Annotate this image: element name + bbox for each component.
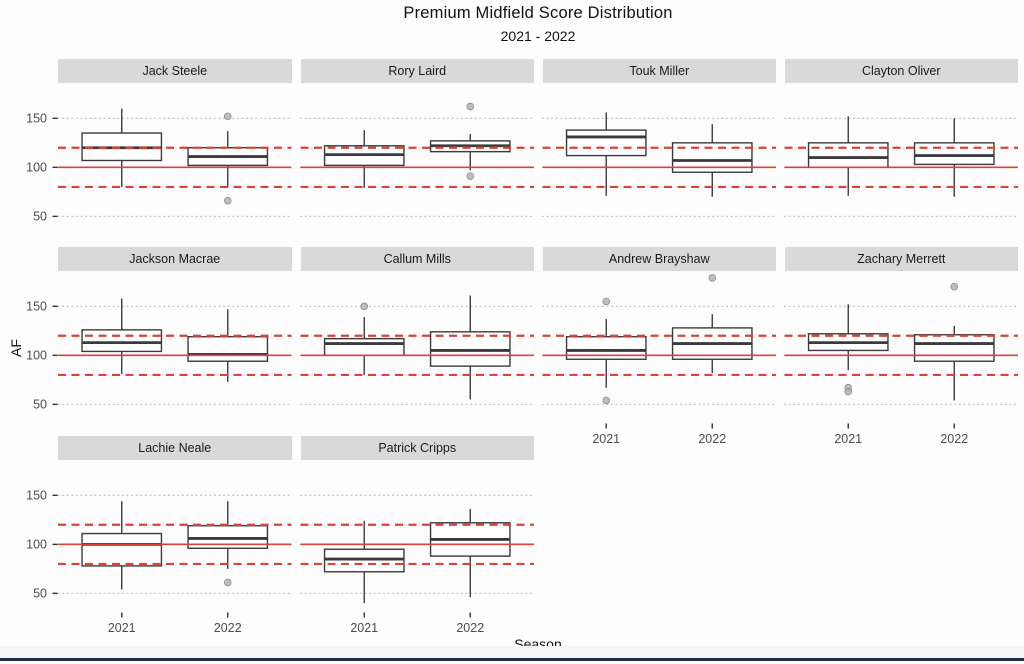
boxplot-rory-laird-2021 [323,130,405,188]
x-tick-label-2021: 2021 [834,432,862,446]
outlier-point [466,102,475,111]
x-tick-label-2022: 2022 [214,621,242,635]
outlier-point [708,274,717,282]
boxplot-patrick-cripps-2022 [429,509,511,598]
footer-band [0,646,1024,658]
iqr-box [187,336,269,362]
x-tick-label-2022: 2022 [698,432,726,446]
iqr-box [81,329,163,353]
boxplot-callum-mills-2022 [429,295,511,400]
chart-title: Premium Midfield Score Distribution [403,4,673,22]
x-tick-label-2021: 2021 [350,621,378,635]
boxplot-lachie-neale-2022 [187,501,269,569]
boxplot-andrew-brayshaw-2021 [565,319,647,388]
iqr-box [913,334,995,362]
boxplot-patrick-cripps-2021 [323,520,405,604]
facet-strip-patrick-cripps: Patrick Cripps [300,436,534,460]
boxplot-andrew-brayshaw-2022 [671,314,753,373]
facet-strip-andrew-brayshaw: Andrew Brayshaw [542,247,776,271]
outlier-point [360,302,369,311]
boxplot-jack-steele-2022 [187,131,269,187]
outlier-point [223,112,232,121]
chart-subtitle: 2021 - 2022 [500,28,576,44]
facet-strip-jack-steele: Jack Steele [58,59,292,83]
boxplot-jack-steele-2021 [81,108,163,187]
y-tick-label-150: 150 [26,112,47,126]
boxplot-jackson-macrae-2022 [187,309,269,382]
iqr-box [913,142,995,166]
x-tick-label-2022: 2022 [456,621,484,635]
facet-strip-zachary-merrett: Zachary Merrett [784,247,1018,271]
boxplot-clayton-oliver-2021 [807,116,889,196]
y-tick-label-100: 100 [26,538,47,552]
window-bottom-border [0,658,1024,661]
boxplot-callum-mills-2021 [323,317,405,375]
iqr-box [429,331,511,367]
facet-strip-lachie-neale: Lachie Neale [58,436,292,460]
outlier-point [602,396,611,405]
iqr-box [565,129,647,157]
boxplot-zachary-merrett-2022 [913,325,995,401]
facet-strip-callum-mills: Callum Mills [300,247,534,271]
iqr-box [323,337,405,357]
facet-strip-clayton-oliver: Clayton Oliver [784,59,1018,83]
boxplot-zachary-merrett-2021 [807,304,889,371]
facet-strip-rory-laird: Rory Laird [300,59,534,83]
outlier-point [844,387,853,396]
below-border-gap [0,661,1024,664]
outlier-point [223,578,232,587]
y-tick-label-50: 50 [33,210,47,224]
y-tick-label-150: 150 [26,300,47,314]
y-tick-label-150: 150 [26,489,47,503]
boxplot-clayton-oliver-2022 [913,118,995,197]
x-tick-label-2022: 2022 [940,432,968,446]
x-tick-label-2021: 2021 [108,621,136,635]
boxplot-touk-miller-2021 [565,112,647,196]
y-tick-label-100: 100 [26,161,47,175]
outlier-point [602,297,611,306]
outlier-point [223,196,232,205]
iqr-box [807,142,889,169]
boxplot-lachie-neale-2021 [81,501,163,590]
y-tick-label-100: 100 [26,349,47,363]
boxplot-rory-laird-2022 [429,134,511,171]
boxplot-jackson-macrae-2021 [81,298,163,374]
x-tick-label-2021: 2021 [592,432,620,446]
iqr-box [81,532,163,567]
facet-strip-touk-miller: Touk Miller [542,59,776,83]
outlier-point [950,282,959,291]
facet-strip-jackson-macrae: Jackson Macrae [58,247,292,271]
outlier-point [466,172,475,180]
iqr-box [565,336,647,360]
y-tick-label-50: 50 [33,398,47,412]
y-tick-label-50: 50 [33,587,47,601]
iqr-box [323,548,405,573]
